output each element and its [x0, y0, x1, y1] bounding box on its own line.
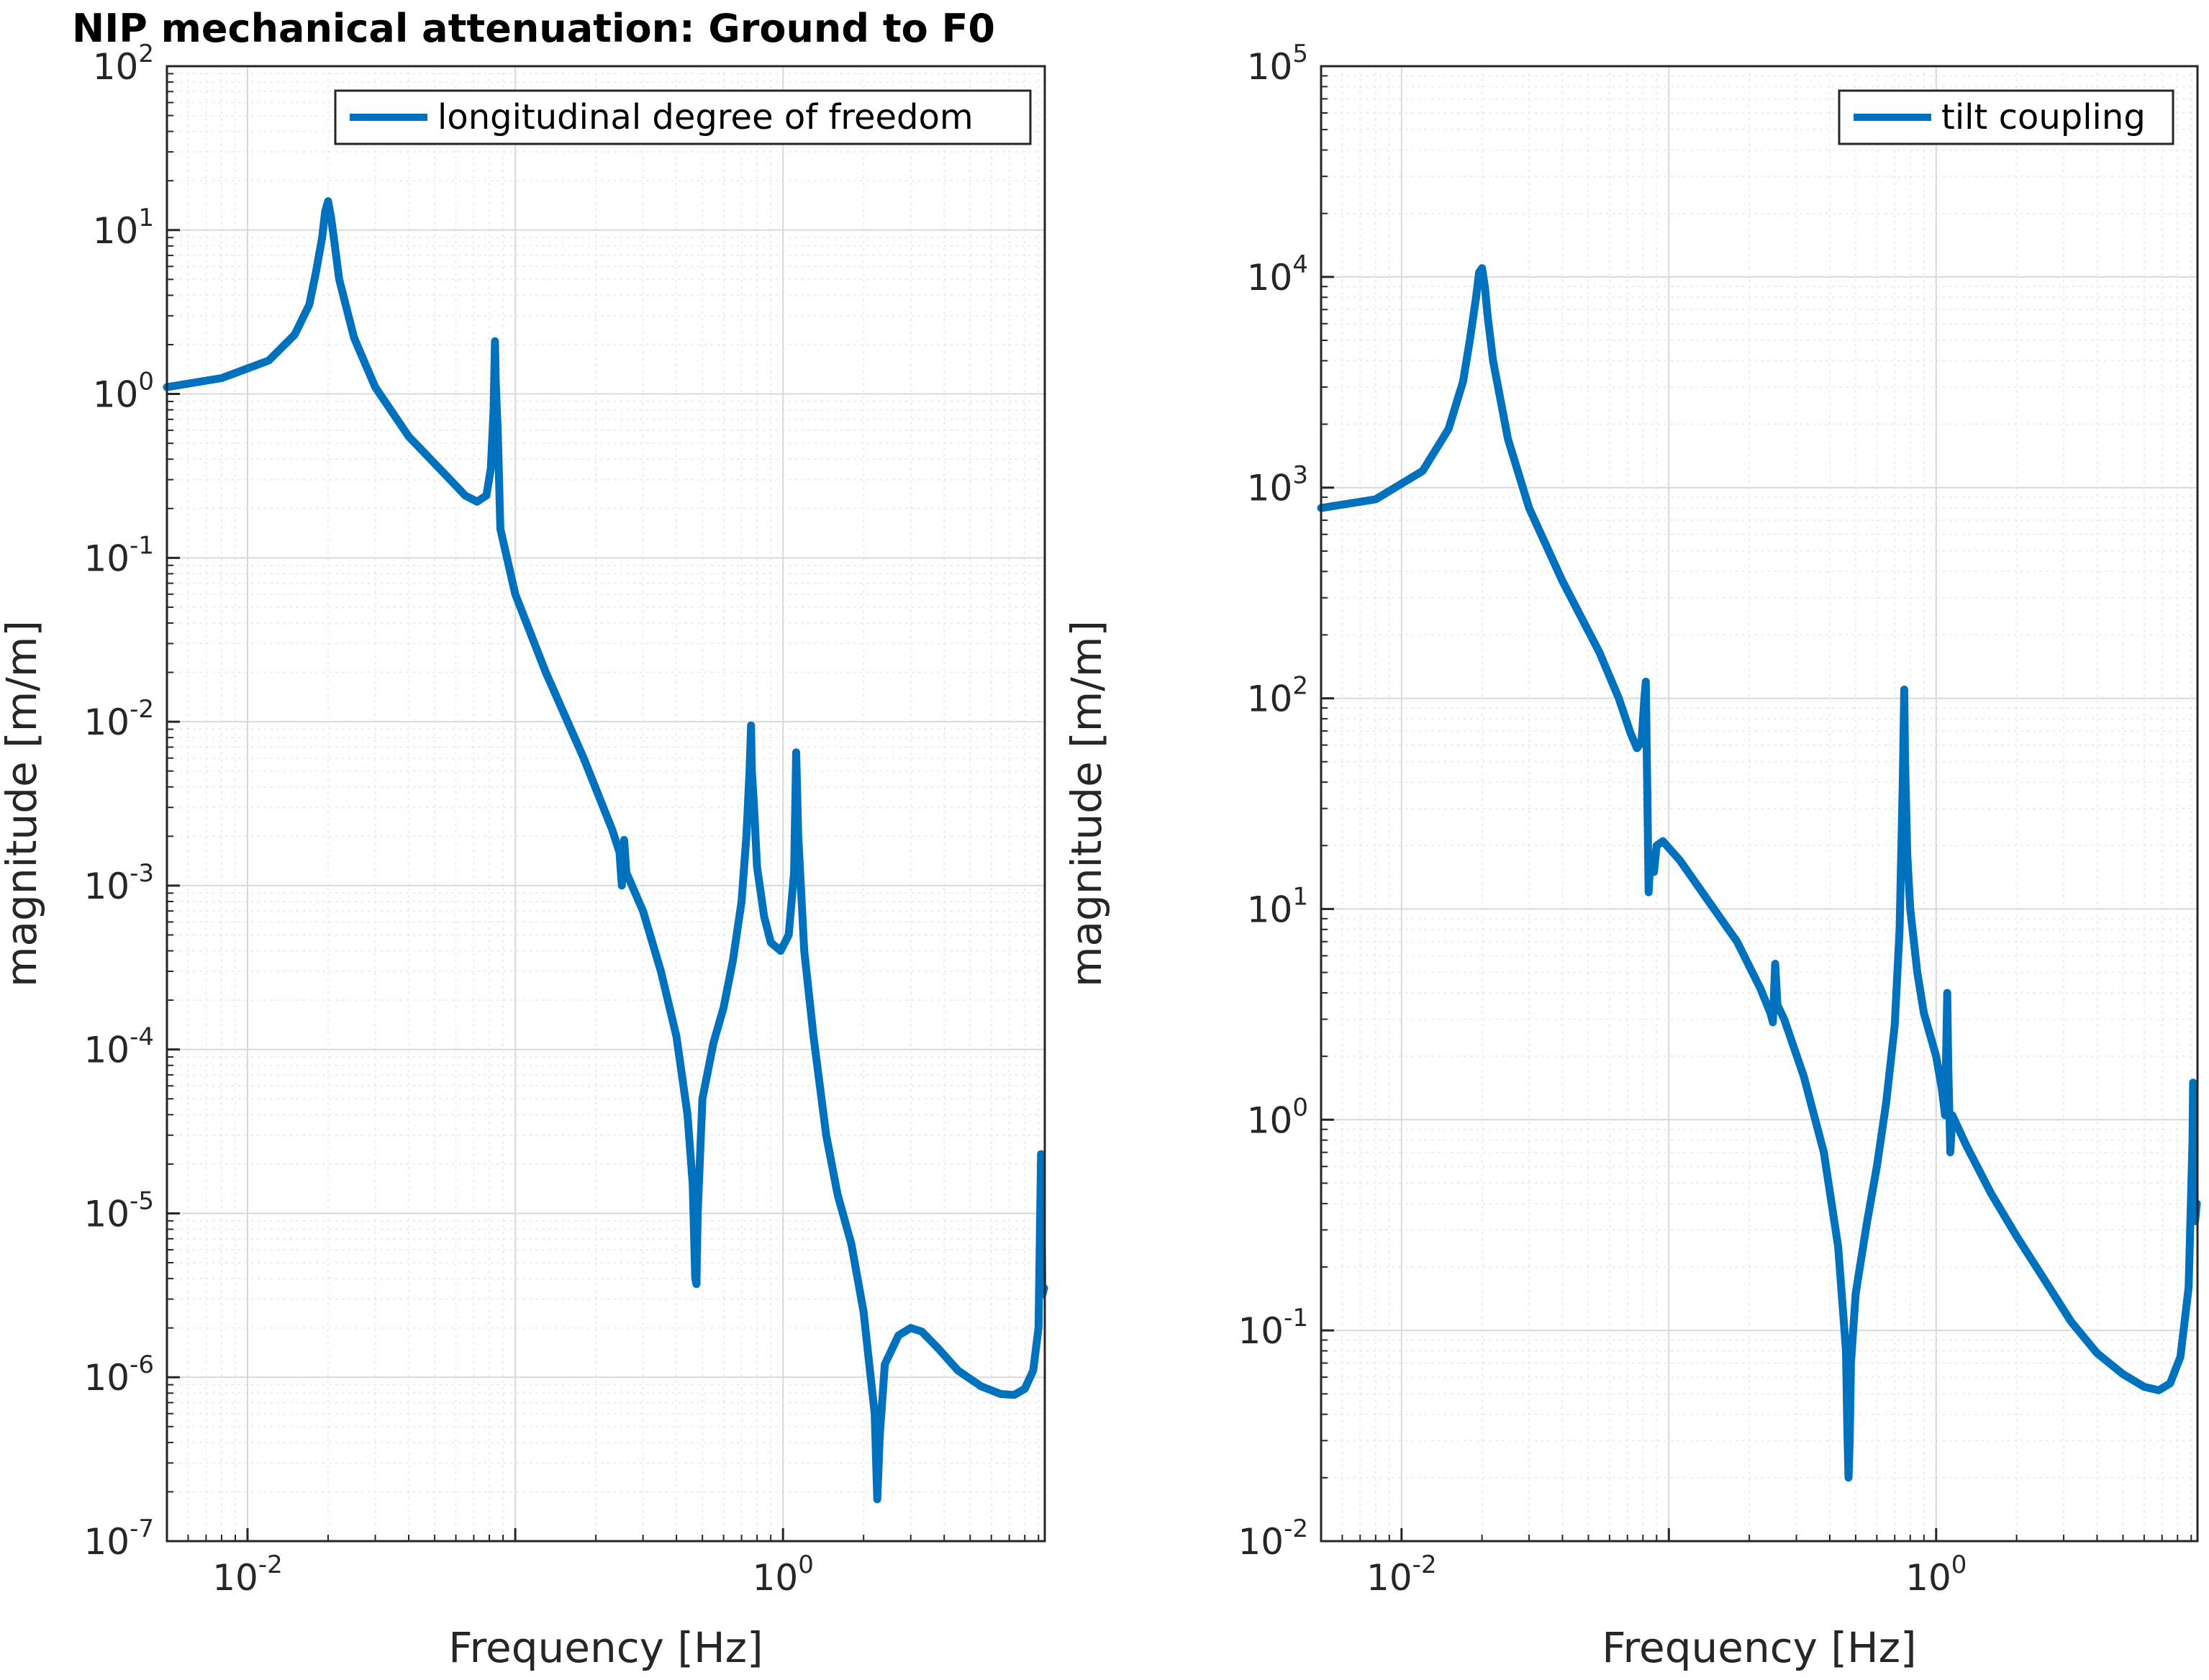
y-tick-label: 100	[1247, 1093, 1308, 1141]
y-tick-base: 10	[1238, 1310, 1284, 1352]
y-tick-label: 103	[1247, 461, 1308, 509]
x-tick-label: 10-2	[212, 1550, 283, 1599]
y-tick-label: 104	[1247, 250, 1308, 299]
y-tick-exponent: -2	[130, 695, 154, 724]
y-tick-base: 10	[1247, 678, 1293, 720]
legend-entry-longitudinal: longitudinal degree of freedom	[437, 97, 974, 137]
x-tick-label: 100	[753, 1550, 814, 1599]
x-tick-labels: 10-2 100	[1366, 1550, 1967, 1599]
x-tick-labels: 10-2 100	[212, 1550, 814, 1599]
x-tick-base: 10	[1905, 1557, 1951, 1599]
y-tick-exponent: -1	[130, 531, 154, 560]
y-tick-exponent: 1	[138, 204, 154, 232]
y-tick-label: 102	[1247, 672, 1308, 720]
x-tick-exponent: -2	[1412, 1550, 1437, 1579]
y-tick-label: 10-5	[83, 1186, 154, 1235]
x-tick-exponent: 0	[1951, 1550, 1967, 1579]
y-tick-base: 10	[1247, 257, 1293, 299]
y-tick-exponent: 5	[1292, 40, 1308, 68]
figure-title: NIP mechanical attenuation: Ground to F0	[72, 6, 995, 51]
x-tick-exponent: 0	[798, 1550, 814, 1579]
legend-entry-tilt: tilt coupling	[1941, 97, 2146, 137]
y-tick-label: 10-6	[83, 1350, 154, 1399]
y-tick-label: 10-7	[83, 1515, 154, 1563]
axes-frame	[1320, 65, 2199, 1543]
y-tick-exponent: -3	[130, 859, 154, 888]
y-tick-base: 10	[93, 210, 139, 252]
y-tick-label: 101	[93, 204, 154, 252]
y-tick-base: 10	[83, 1193, 130, 1235]
y-tick-base: 10	[1247, 468, 1293, 509]
x-tick-base: 10	[1366, 1557, 1412, 1599]
axes-frame	[165, 65, 1046, 1543]
y-tick-exponent: -5	[130, 1186, 154, 1215]
y-tick-exponent: -6	[130, 1350, 154, 1379]
y-tick-base: 10	[83, 1521, 130, 1563]
y-axis-label: magnitude [m/m]	[1062, 620, 1111, 987]
y-tick-exponent: 1	[1292, 882, 1308, 911]
x-axis-label: Frequency [Hz]	[448, 1623, 763, 1672]
y-tick-label: 10-2	[1238, 1515, 1308, 1563]
y-tick-base: 10	[93, 374, 139, 416]
y-tick-exponent: -2	[1284, 1515, 1308, 1543]
y-tick-label: 105	[1247, 40, 1308, 88]
y-tick-exponent: -4	[130, 1023, 154, 1052]
y-tick-label: 102	[93, 40, 154, 88]
x-tick-base: 10	[212, 1557, 258, 1599]
y-tick-exponent: 2	[138, 40, 154, 68]
series-line-longitudinal	[163, 197, 1048, 1504]
y-tick-exponent: -1	[1284, 1304, 1308, 1332]
y-tick-base: 10	[1238, 1521, 1284, 1563]
y-tick-base: 10	[1247, 1099, 1293, 1141]
y-tick-exponent: 3	[1292, 461, 1308, 490]
y-tick-base: 10	[83, 1030, 130, 1071]
x-axis-label: Frequency [Hz]	[1602, 1623, 1916, 1672]
y-tick-label: 10-1	[83, 531, 154, 579]
y-tick-exponent: 4	[1292, 250, 1308, 279]
y-tick-base: 10	[1247, 46, 1293, 88]
y-tick-label: 10-3	[83, 859, 154, 907]
x-tick-exponent: -2	[258, 1550, 283, 1579]
major-grid	[1321, 65, 2197, 1542]
y-tick-base: 10	[83, 1357, 130, 1399]
y-tick-label: 10-4	[83, 1023, 154, 1071]
major-grid	[167, 65, 1045, 1542]
legend-box	[334, 89, 1032, 145]
legend: longitudinal degree of freedom	[334, 89, 1032, 145]
legend: tilt coupling	[1838, 89, 2174, 145]
y-axis-label: magnitude [m/m]	[0, 620, 46, 987]
y-tick-label: 10-2	[83, 695, 154, 743]
x-tick-label: 10-2	[1366, 1550, 1437, 1599]
x-tick-base: 10	[753, 1557, 799, 1599]
y-tick-label: 100	[93, 368, 154, 416]
y-tick-exponent: 0	[1292, 1093, 1308, 1122]
y-tick-base: 10	[1247, 889, 1293, 930]
series-line-tilt	[1317, 264, 2201, 1482]
x-tick-label: 100	[1905, 1550, 1967, 1599]
y-tick-exponent: 2	[1292, 672, 1308, 701]
y-tick-base: 10	[93, 46, 139, 88]
y-tick-label: 101	[1247, 882, 1308, 930]
y-tick-base: 10	[83, 701, 130, 743]
y-tick-base: 10	[83, 537, 130, 579]
y-tick-exponent: -7	[130, 1515, 154, 1543]
y-tick-base: 10	[83, 866, 130, 907]
y-tick-label: 10-1	[1238, 1304, 1308, 1352]
y-tick-exponent: 0	[138, 368, 154, 396]
